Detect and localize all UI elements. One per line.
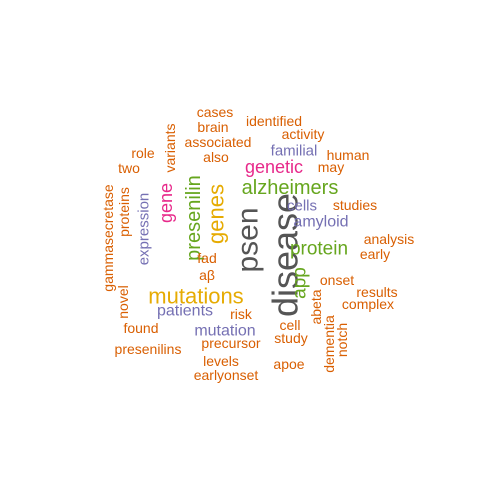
cloud-word-presenilins: presenilins (115, 341, 182, 357)
cloud-word-notch: notch (334, 323, 350, 357)
cloud-word-identified: identified (246, 113, 302, 129)
cloud-word-gammasecretase: gammasecretase (100, 184, 116, 292)
cloud-word-earlyonset: earlyonset (194, 367, 259, 383)
cloud-word-gene: gene (156, 183, 176, 223)
cloud-word-genetic: genetic (245, 157, 303, 177)
cloud-word-associated: associated (185, 134, 252, 150)
cloud-word-app: app (290, 267, 311, 299)
cloud-word-psen: psen (232, 207, 265, 272)
cloud-word-results: results (356, 284, 397, 300)
cloud-word-analysis: analysis (364, 231, 415, 247)
cloud-word-presenilin: presenilin (183, 175, 205, 261)
cloud-word-human: human (327, 147, 370, 163)
cloud-word-risk: risk (230, 306, 253, 322)
cloud-word-precursor: precursor (201, 335, 260, 351)
cloud-word-studies: studies (333, 197, 377, 213)
cloud-word-a: aβ (199, 267, 215, 283)
cloud-word-levels: levels (203, 353, 239, 369)
cloud-word-cell: cell (279, 317, 300, 333)
cloud-word-also: also (203, 149, 229, 165)
cloud-word-mutations: mutations (148, 284, 243, 309)
cloud-word-patients: patients (157, 303, 213, 320)
cloud-word-apoe: apoe (273, 356, 304, 372)
cloud-word-fad: fad (197, 250, 216, 266)
cloud-word-mutation: mutation (194, 323, 255, 340)
cloud-word-abeta: abeta (308, 289, 324, 324)
cloud-word-familial: familial (271, 143, 318, 160)
cloud-word-brain: brain (197, 119, 228, 135)
cloud-word-novel: novel (115, 285, 131, 318)
cloud-word-protein: protein (290, 239, 348, 260)
cloud-word-found: found (123, 320, 158, 336)
cloud-word-expression: expression (136, 193, 153, 266)
cloud-word-cells: cells (287, 198, 317, 215)
cloud-word-dementia: dementia (321, 315, 337, 373)
cloud-word-may: may (318, 159, 344, 175)
cloud-word-complex: complex (342, 296, 394, 312)
cloud-word-proteins: proteins (116, 187, 132, 237)
cloud-word-two: two (118, 160, 140, 176)
cloud-word-cases: cases (197, 104, 234, 120)
cloud-word-disease: disease (265, 193, 306, 317)
cloud-word-alzheimers: alzheimers (242, 177, 339, 199)
cloud-word-amyloid: amyloid (293, 214, 348, 231)
cloud-word-activity: activity (282, 126, 325, 142)
cloud-word-variants: variants (162, 123, 178, 172)
cloud-word-role: role (131, 145, 155, 161)
cloud-word-early: early (360, 246, 390, 262)
cloud-word-genes: genes (204, 184, 229, 244)
cloud-word-onset: onset (320, 272, 354, 288)
cloud-word-study: study (274, 330, 307, 346)
